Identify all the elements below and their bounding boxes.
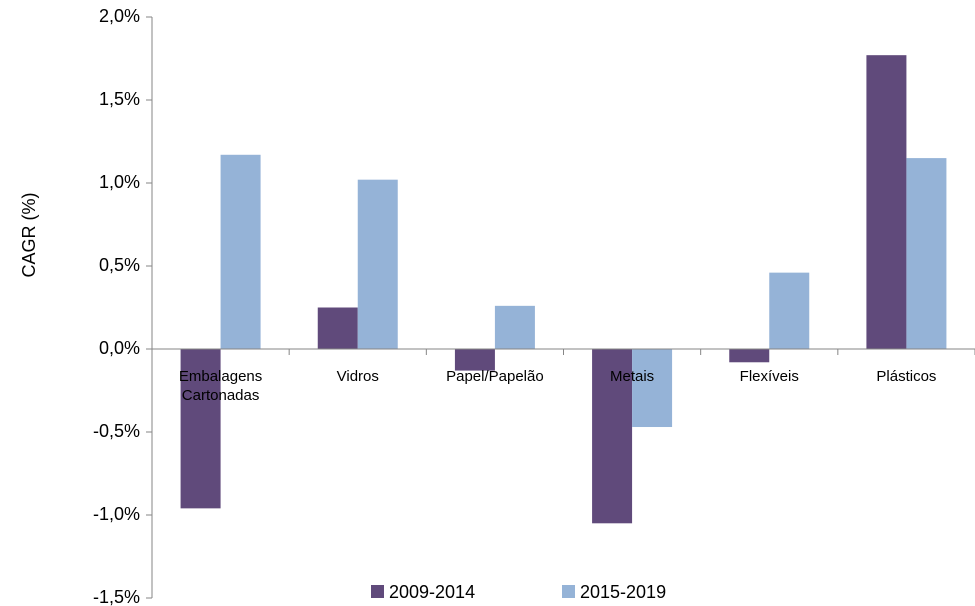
bar [866, 55, 907, 350]
legend-label: 2009-2014 [389, 582, 475, 602]
bar [632, 349, 673, 428]
bar [454, 349, 495, 371]
x-tick-label: Plásticos [876, 368, 937, 385]
legend-label: 2015-2019 [580, 582, 666, 602]
bar [317, 307, 358, 349]
bar [592, 349, 633, 524]
bar [220, 154, 261, 349]
x-tick-label: Metais [609, 368, 655, 385]
x-tick-label: Embalagens Cartonadas [178, 368, 263, 404]
y-tick-label: -1,5% [93, 587, 140, 606]
x-tick-label: Vidros [336, 368, 379, 385]
x-tick-label: Papel/Papelão [446, 368, 544, 385]
y-tick-label: -1,0% [93, 504, 140, 524]
y-tick-label: 1,0% [99, 172, 140, 192]
y-tick-label: 0,0% [99, 338, 140, 358]
legend-swatch [562, 585, 575, 598]
y-tick-label: 2,0% [99, 6, 140, 26]
bar [357, 179, 398, 349]
y-tick-label: 0,5% [99, 255, 140, 275]
bar [769, 272, 810, 349]
bar [906, 158, 947, 349]
bar [180, 349, 221, 509]
bar [729, 349, 770, 363]
bar [494, 305, 535, 349]
x-tick-label: Flexíveis [739, 368, 799, 385]
y-axis-label: CAGR (%) [19, 193, 39, 278]
y-tick-label: 1,5% [99, 89, 140, 109]
legend-swatch [371, 585, 384, 598]
y-tick-label: -0,5% [93, 421, 140, 441]
